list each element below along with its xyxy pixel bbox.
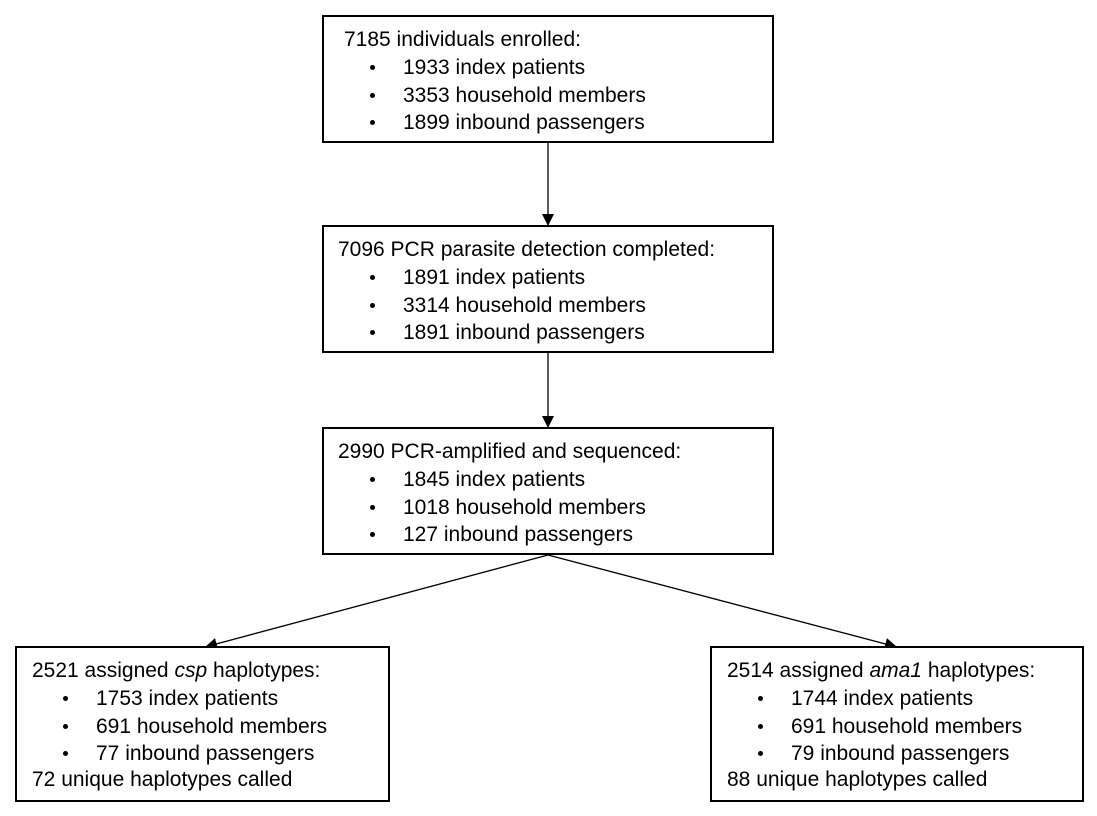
bullet-icon [758, 751, 763, 756]
list-item: 1018 household members [370, 494, 646, 522]
box-enrolled-title: 7185 individuals enrolled: [344, 28, 581, 51]
list-item: 1891 index patients [370, 264, 646, 292]
gene-name: ama1 [869, 659, 922, 682]
box-ama1-title: 2514 assigned ama1 haplotypes: [727, 659, 1036, 682]
box-csp-title: 2521 assigned csp haplotypes: [32, 659, 321, 682]
box-enrolled-list: 1933 index patients 3353 household membe… [370, 54, 646, 137]
bullet-icon [63, 723, 68, 729]
bullet-icon [370, 504, 375, 510]
bullet-icon [370, 92, 375, 98]
bullet-icon [370, 532, 375, 537]
box-csp-list: 1753 index patients 691 household member… [63, 685, 327, 768]
box-enrolled: 7185 individuals enrolled: 1933 index pa… [322, 15, 774, 143]
list-item: 1753 index patients [63, 685, 327, 713]
box-pcr-detection: 7096 PCR parasite detection completed: 1… [322, 225, 774, 353]
list-item: 1899 inbound passengers [370, 109, 646, 137]
list-item: 77 inbound passengers [63, 740, 327, 768]
list-item: 3353 household members [370, 82, 646, 110]
list-item: 79 inbound passengers [758, 740, 1022, 768]
box-ama1: 2514 assigned ama1 haplotypes: 1744 inde… [710, 646, 1084, 802]
list-item: 691 household members [63, 713, 327, 741]
bullet-icon [370, 330, 375, 335]
box-pcr-detection-list: 1891 index patients 3314 household membe… [370, 264, 646, 347]
bullet-icon [370, 65, 375, 70]
bullet-icon [370, 477, 375, 482]
bullet-icon [63, 751, 68, 756]
bullet-icon [758, 723, 763, 729]
bullet-icon [370, 120, 375, 125]
bullet-icon [63, 696, 68, 701]
list-item: 1845 index patients [370, 466, 646, 494]
bullet-icon [370, 275, 375, 280]
list-item: 691 household members [758, 713, 1022, 741]
list-item: 3314 household members [370, 292, 646, 320]
box-pcr-detection-title: 7096 PCR parasite detection completed: [338, 238, 716, 261]
bullet-icon [370, 302, 375, 308]
arrow-sequenced-to-csp [204, 554, 549, 650]
bullet-icon [758, 696, 763, 701]
box-ama1-list: 1744 index patients 691 household member… [758, 685, 1022, 768]
list-item: 127 inbound passengers [370, 521, 646, 549]
arrow-sequenced-to-ama1 [547, 554, 898, 650]
box-ama1-footer: 88 unique haplotypes called [727, 768, 988, 791]
box-sequenced-list: 1845 index patients 1018 household membe… [370, 466, 646, 549]
list-item: 1933 index patients [370, 54, 646, 82]
box-csp: 2521 assigned csp haplotypes: 1753 index… [15, 646, 390, 802]
box-csp-footer: 72 unique haplotypes called [32, 768, 293, 791]
gene-name: csp [174, 659, 208, 682]
box-sequenced-title: 2990 PCR-amplified and sequenced: [338, 440, 682, 463]
list-item: 1891 inbound passengers [370, 319, 646, 347]
box-sequenced: 2990 PCR-amplified and sequenced: 1845 i… [322, 427, 774, 555]
list-item: 1744 index patients [758, 685, 1022, 713]
